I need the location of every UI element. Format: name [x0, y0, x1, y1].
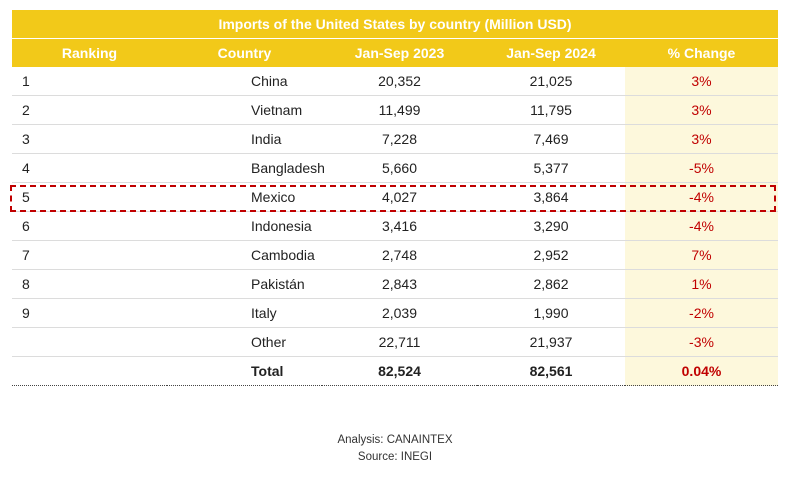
table-header-row: Ranking Country Jan-Sep 2023 Jan-Sep 202… — [12, 39, 778, 67]
table-row: Other 22,711 21,937 -3% — [12, 327, 778, 357]
cell-country: China — [167, 67, 322, 96]
cell-rank: 3 — [12, 124, 167, 154]
table-row: 2 Vietnam 11,499 11,795 3% — [12, 95, 778, 125]
cell-jan-sep-2024: 1,990 — [477, 298, 625, 328]
cell-jan-sep-2024: 2,862 — [477, 269, 625, 299]
cell-jan-sep-2023: 2,748 — [322, 240, 477, 270]
cell-jan-sep-2023: 5,660 — [322, 153, 477, 183]
cell-country: Pakistán — [167, 269, 322, 299]
cell-rank: 7 — [12, 240, 167, 270]
cell-total-label: Total — [167, 356, 322, 386]
cell-jan-sep-2023: 3,416 — [322, 211, 477, 241]
cell-change: -4% — [625, 182, 778, 212]
column-header-2024: Jan-Sep 2024 — [477, 39, 625, 67]
cell-jan-sep-2024: 3,290 — [477, 211, 625, 241]
cell-jan-sep-2024: 21,025 — [477, 67, 625, 96]
cell-country: Mexico — [167, 182, 322, 212]
cell-change: 3% — [625, 67, 778, 96]
imports-table-container: Imports of the United States by country … — [12, 10, 778, 386]
table-row: 4 Bangladesh 5,660 5,377 -5% — [12, 153, 778, 183]
cell-rank: 6 — [12, 211, 167, 241]
table-body: 1 China 20,352 21,025 3% 2 Vietnam 11,499 11,795… — [12, 67, 778, 386]
cell-rank — [12, 327, 167, 357]
cell-jan-sep-2023: 2,039 — [322, 298, 477, 328]
cell-jan-sep-2023: 4,027 — [322, 182, 477, 212]
cell-change: 3% — [625, 124, 778, 154]
cell-rank: 9 — [12, 298, 167, 328]
cell-rank: 1 — [12, 67, 167, 96]
cell-jan-sep-2024: 21,937 — [477, 327, 625, 357]
cell-change: -3% — [625, 327, 778, 357]
column-header-2023: Jan-Sep 2023 — [322, 39, 477, 67]
cell-total-rank — [12, 356, 167, 386]
table-row: 3 India 7,228 7,469 3% — [12, 124, 778, 154]
cell-rank: 2 — [12, 95, 167, 125]
cell-jan-sep-2023: 20,352 — [322, 67, 477, 96]
cell-country: Indonesia — [167, 211, 322, 241]
column-header-country: Country — [167, 39, 322, 67]
cell-jan-sep-2024: 7,469 — [477, 124, 625, 154]
cell-change: 1% — [625, 269, 778, 299]
table-row: 6 Indonesia 3,416 3,290 -4% — [12, 211, 778, 241]
cell-jan-sep-2023: 11,499 — [322, 95, 477, 125]
table-row: 7 Cambodia 2,748 2,952 7% — [12, 240, 778, 270]
imports-table: Ranking Country Jan-Sep 2023 Jan-Sep 202… — [12, 39, 778, 386]
cell-rank: 8 — [12, 269, 167, 299]
cell-jan-sep-2024: 5,377 — [477, 153, 625, 183]
table-row: 1 China 20,352 21,025 3% — [12, 67, 778, 96]
table-row: 5 Mexico 4,027 3,864 -4% — [12, 182, 778, 212]
cell-jan-sep-2023: 2,843 — [322, 269, 477, 299]
cell-rank: 5 — [12, 182, 167, 212]
credits: Analysis: CANAINTEX Source: INEGI — [0, 432, 790, 466]
cell-country: Vietnam — [167, 95, 322, 125]
cell-rank: 4 — [12, 153, 167, 183]
cell-change: -5% — [625, 153, 778, 183]
cell-jan-sep-2023: 22,711 — [322, 327, 477, 357]
cell-change: 7% — [625, 240, 778, 270]
cell-total-2024: 82,561 — [477, 356, 625, 386]
column-header-ranking: Ranking — [12, 39, 167, 67]
cell-country: Bangladesh — [167, 153, 325, 183]
analysis-credit: Analysis: CANAINTEX — [337, 434, 453, 446]
table-row: 9 Italy 2,039 1,990 -2% — [12, 298, 778, 328]
source-credit: Source: INEGI — [357, 451, 433, 463]
table-row: 8 Pakistán 2,843 2,862 1% — [12, 269, 778, 299]
cell-jan-sep-2024: 11,795 — [477, 95, 625, 125]
cell-change: -4% — [625, 211, 778, 241]
cell-jan-sep-2024: 2,952 — [477, 240, 625, 270]
cell-change: -2% — [625, 298, 778, 328]
cell-country: Other — [167, 327, 322, 357]
cell-jan-sep-2024: 3,864 — [477, 182, 625, 212]
column-header-change: % Change — [625, 39, 778, 67]
cell-country: India — [167, 124, 322, 154]
cell-total-change: 0.04% — [625, 356, 778, 386]
table-title: Imports of the United States by country … — [12, 10, 778, 38]
table-total-row: Total 82,524 82,561 0.04% — [12, 356, 778, 386]
cell-change: 3% — [625, 95, 778, 125]
cell-total-2023: 82,524 — [322, 356, 477, 386]
cell-country: Cambodia — [167, 240, 322, 270]
cell-jan-sep-2023: 7,228 — [322, 124, 477, 154]
cell-country: Italy — [167, 298, 322, 328]
